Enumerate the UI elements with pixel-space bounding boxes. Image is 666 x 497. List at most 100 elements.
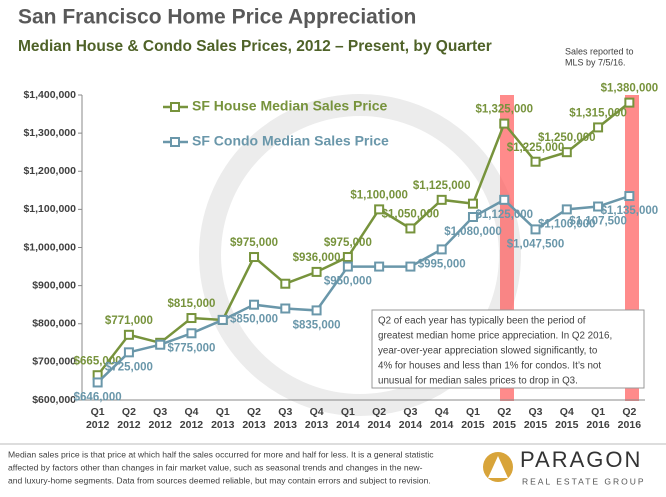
data-label: $850,000	[230, 314, 278, 326]
data-label: $646,000	[74, 391, 122, 403]
annotation: year-over-year appreciation slowed signi…	[378, 346, 598, 357]
data-label: $1,250,000	[538, 132, 596, 144]
marker	[123, 347, 134, 358]
marker	[624, 191, 635, 202]
x-tick-label: Q1	[216, 406, 230, 418]
data-label: $950,000	[324, 276, 372, 288]
data-label: $815,000	[167, 298, 215, 310]
data-label: $1,080,000	[444, 226, 502, 238]
y-tick-label: $1,200,000	[23, 165, 76, 177]
marker	[530, 156, 541, 167]
note: Sales reported to	[565, 46, 634, 56]
x-tick-label: Q3	[403, 406, 417, 418]
chart-title: San Francisco Home Price Appreciation	[18, 6, 416, 29]
x-tick-label: Q2	[622, 406, 636, 418]
marker	[499, 118, 510, 129]
marker	[186, 328, 197, 339]
x-tick-label: 2015	[493, 419, 517, 431]
legend-marker	[170, 137, 180, 147]
marker	[624, 97, 635, 108]
marker	[217, 314, 228, 325]
x-tick-label: Q4	[184, 406, 198, 418]
x-tick-label: 2015	[555, 419, 579, 431]
marker	[249, 252, 260, 263]
annotation: 4% for houses and less than 1% for condo…	[378, 361, 601, 372]
data-label: $995,000	[418, 258, 466, 270]
data-label: $975,000	[324, 237, 372, 249]
x-tick-label: 2013	[242, 419, 266, 431]
x-tick-label: 2016	[586, 419, 610, 431]
x-tick-label: 2013	[305, 419, 329, 431]
marker	[311, 266, 322, 277]
marker	[311, 305, 322, 316]
data-label: $1,100,000	[350, 189, 408, 201]
annotation: unusual for median sales prices to drop …	[378, 376, 578, 387]
footer: affected by factors other than changes i…	[8, 462, 423, 472]
marker	[249, 299, 260, 310]
x-tick-label: 2012	[180, 419, 204, 431]
x-tick-label: 2016	[618, 419, 642, 431]
x-tick-label: Q4	[435, 406, 449, 418]
chart-subtitle: Median House & Condo Sales Prices, 2012 …	[18, 38, 492, 55]
data-label: $835,000	[293, 319, 341, 331]
logo-tagline: REAL ESTATE GROUP	[522, 476, 646, 486]
marker	[374, 204, 385, 215]
data-label: $1,225,000	[507, 142, 565, 154]
y-tick-label: $1,300,000	[23, 127, 76, 139]
marker	[436, 244, 447, 255]
marker	[280, 278, 291, 289]
marker	[593, 122, 604, 133]
logo-name: PARAGON	[520, 447, 642, 472]
x-tick-label: 2014	[399, 419, 423, 431]
x-tick-label: 2012	[86, 419, 110, 431]
marker	[436, 194, 447, 205]
x-tick-label: 2013	[274, 419, 298, 431]
data-label: $1,125,000	[475, 209, 533, 221]
data-label: $975,000	[230, 237, 278, 249]
x-tick-label: Q2	[247, 406, 261, 418]
x-tick-label: Q3	[529, 406, 543, 418]
data-label: $1,135,000	[601, 205, 659, 217]
x-tick-label: Q1	[466, 406, 480, 418]
x-tick-label: 2015	[461, 419, 485, 431]
marker	[405, 261, 416, 272]
marker	[561, 147, 572, 158]
marker	[342, 261, 353, 272]
y-tick-label: $1,000,000	[23, 241, 76, 253]
data-label: $665,000	[74, 355, 122, 367]
data-label: $725,000	[105, 361, 153, 373]
x-tick-label: Q4	[310, 406, 324, 418]
x-tick-label: 2014	[367, 419, 391, 431]
data-label: $1,107,500	[569, 216, 627, 228]
x-tick-label: Q2	[372, 406, 386, 418]
marker	[374, 261, 385, 272]
x-tick-label: Q2	[497, 406, 511, 418]
data-label: $771,000	[105, 315, 153, 327]
x-tick-label: Q4	[560, 406, 574, 418]
legend-label: SF Condo Median Sales Price	[192, 133, 389, 149]
x-tick-label: Q2	[122, 406, 136, 418]
annotation-box	[371, 309, 645, 389]
marker	[593, 201, 604, 212]
data-label: $1,125,000	[413, 180, 471, 192]
note: MLS by 7/5/16.	[565, 57, 626, 67]
marker	[530, 224, 541, 235]
marker	[280, 303, 291, 314]
data-label: $1,315,000	[569, 107, 627, 119]
marker	[561, 204, 572, 215]
annotation: Q2 of each year has typically been the p…	[378, 316, 586, 327]
x-tick-label: 2014	[336, 419, 360, 431]
marker	[467, 212, 478, 222]
series-line	[96, 194, 630, 384]
data-label: $1,050,000	[382, 208, 440, 220]
y-tick-label: $900,000	[32, 279, 76, 291]
data-label: $936,000	[293, 252, 341, 264]
y-tick-label: $700,000	[32, 356, 76, 368]
data-label: $1,047,500	[507, 238, 565, 250]
x-tick-label: 2013	[211, 419, 235, 431]
data-label: $775,000	[167, 342, 215, 354]
marker	[342, 252, 353, 263]
marker	[123, 329, 134, 340]
x-tick-label: 2012	[149, 419, 173, 431]
x-tick-label: Q1	[91, 406, 105, 418]
